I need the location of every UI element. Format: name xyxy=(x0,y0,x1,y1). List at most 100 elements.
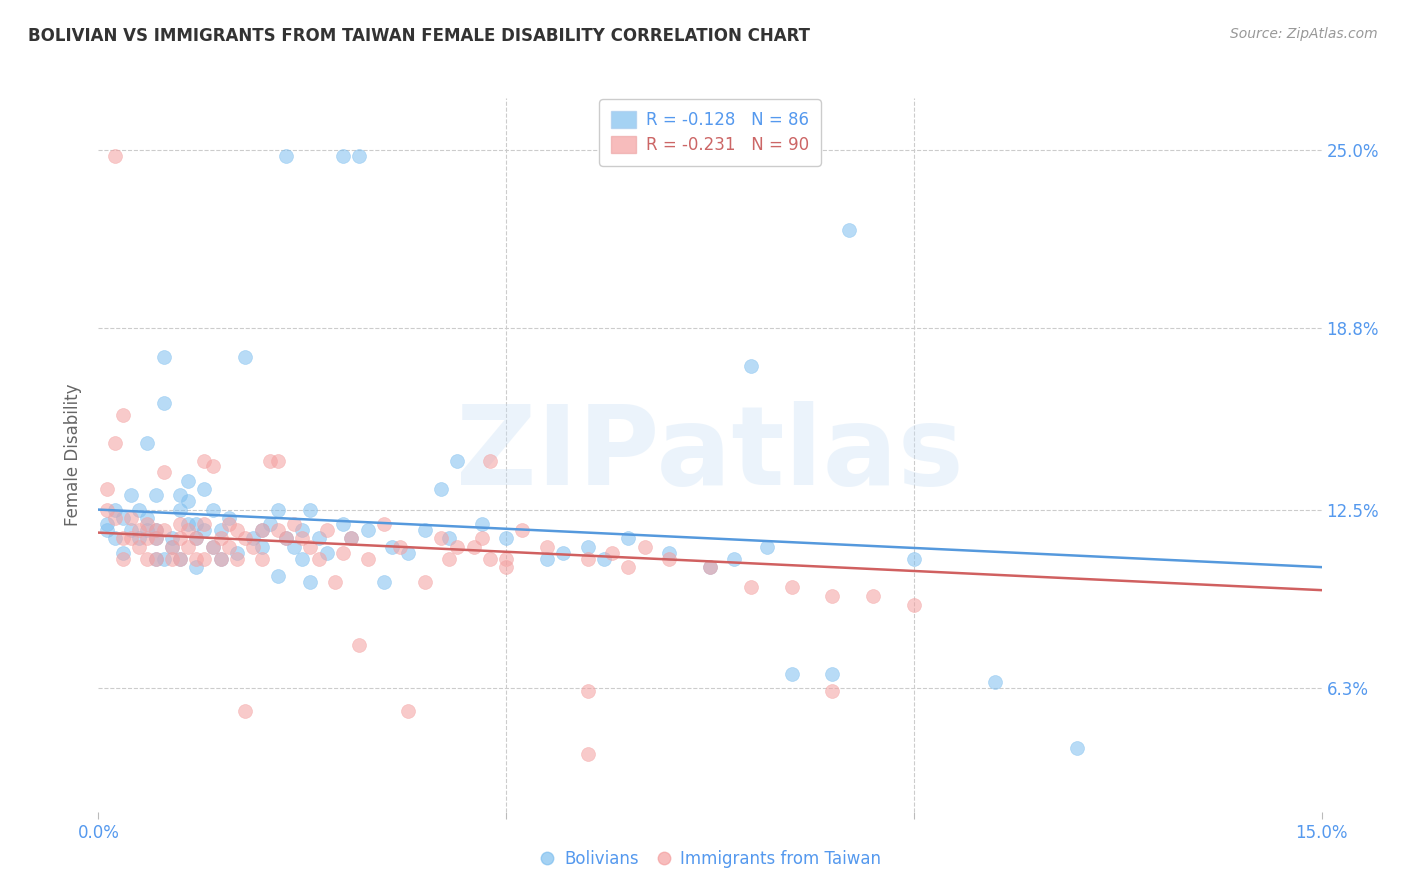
Point xyxy=(193,551,215,566)
Point xyxy=(903,551,925,566)
Point xyxy=(315,523,337,537)
Point xyxy=(536,551,558,566)
Point xyxy=(315,546,337,560)
Point xyxy=(740,580,762,594)
Point xyxy=(903,598,925,612)
Point xyxy=(160,540,183,554)
Point xyxy=(495,532,517,546)
Point xyxy=(984,675,1007,690)
Point xyxy=(226,546,249,560)
Point xyxy=(193,453,215,467)
Point xyxy=(250,523,273,537)
Point xyxy=(136,436,159,450)
Point xyxy=(291,532,314,546)
Point xyxy=(152,551,174,566)
Point xyxy=(250,540,273,554)
Point xyxy=(396,704,419,718)
Point xyxy=(332,149,354,163)
Point xyxy=(104,149,127,163)
Point xyxy=(512,523,534,537)
Point xyxy=(201,540,224,554)
Point xyxy=(267,523,290,537)
Point xyxy=(104,502,127,516)
Point xyxy=(471,516,494,531)
Point xyxy=(233,350,256,364)
Point xyxy=(780,666,803,681)
Point xyxy=(128,540,150,554)
Point xyxy=(201,540,224,554)
Point xyxy=(267,453,290,467)
Point xyxy=(821,666,844,681)
Point xyxy=(274,532,297,546)
Point xyxy=(136,551,159,566)
Point xyxy=(209,532,232,546)
Point xyxy=(218,540,240,554)
Point xyxy=(576,540,599,554)
Point xyxy=(340,532,363,546)
Point xyxy=(152,523,174,537)
Point xyxy=(177,474,200,488)
Point xyxy=(186,551,208,566)
Point xyxy=(495,560,517,574)
Point xyxy=(576,747,599,761)
Point xyxy=(160,551,183,566)
Point xyxy=(413,523,436,537)
Point xyxy=(274,532,297,546)
Point xyxy=(356,551,378,566)
Point xyxy=(111,532,134,546)
Point xyxy=(553,546,575,560)
Point xyxy=(576,551,599,566)
Point xyxy=(446,453,468,467)
Point xyxy=(274,149,297,163)
Y-axis label: Female Disability: Female Disability xyxy=(65,384,83,526)
Point xyxy=(437,551,460,566)
Point xyxy=(283,516,305,531)
Point xyxy=(145,551,167,566)
Point xyxy=(120,523,142,537)
Point xyxy=(617,532,640,546)
Point xyxy=(471,532,494,546)
Point xyxy=(186,560,208,574)
Point xyxy=(349,149,371,163)
Point xyxy=(96,516,118,531)
Point xyxy=(478,453,501,467)
Point xyxy=(201,459,224,474)
Point xyxy=(177,494,200,508)
Point xyxy=(495,551,517,566)
Point xyxy=(145,532,167,546)
Point xyxy=(536,540,558,554)
Point xyxy=(381,540,404,554)
Point xyxy=(259,453,281,467)
Point xyxy=(250,523,273,537)
Point xyxy=(250,551,273,566)
Point xyxy=(699,560,721,574)
Point xyxy=(396,546,419,560)
Point xyxy=(104,436,127,450)
Point xyxy=(145,523,167,537)
Point xyxy=(267,568,290,582)
Point xyxy=(160,540,183,554)
Point xyxy=(740,359,762,373)
Point xyxy=(299,574,322,589)
Point xyxy=(413,574,436,589)
Point xyxy=(96,502,118,516)
Point xyxy=(120,511,142,525)
Point xyxy=(226,523,249,537)
Point xyxy=(242,540,264,554)
Point xyxy=(463,540,485,554)
Point xyxy=(111,408,134,422)
Point xyxy=(186,516,208,531)
Text: ZIPatlas: ZIPatlas xyxy=(456,401,965,508)
Point xyxy=(437,532,460,546)
Point xyxy=(169,502,191,516)
Point xyxy=(259,516,281,531)
Point xyxy=(226,551,249,566)
Point xyxy=(169,488,191,502)
Point xyxy=(128,502,150,516)
Point xyxy=(756,540,779,554)
Point xyxy=(600,546,623,560)
Point xyxy=(340,532,363,546)
Point xyxy=(349,638,371,652)
Point xyxy=(299,540,322,554)
Point xyxy=(136,523,159,537)
